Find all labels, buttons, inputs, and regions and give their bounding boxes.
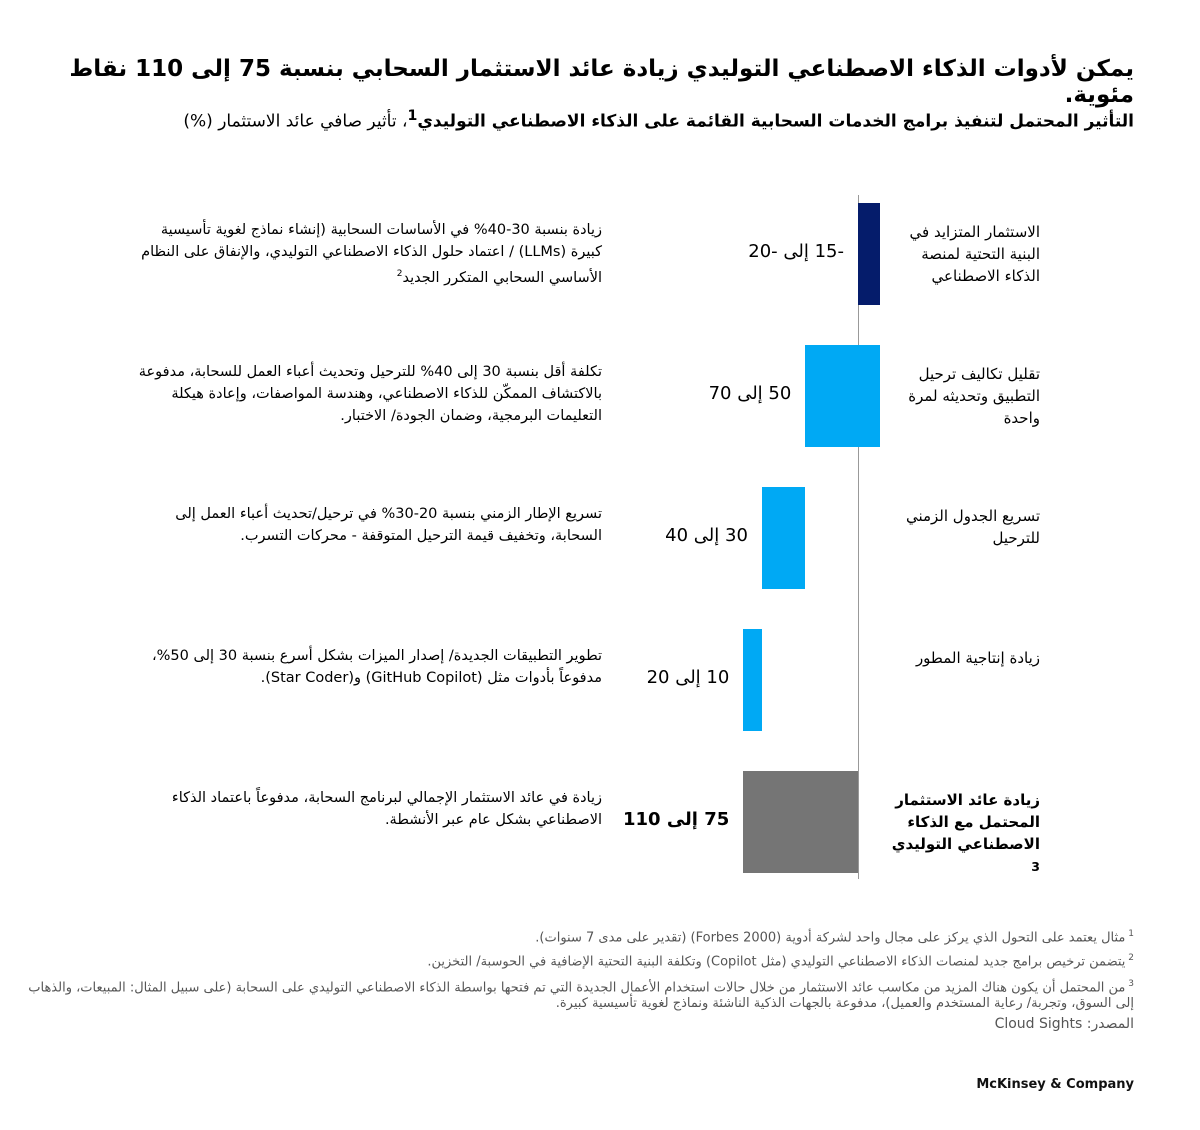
description-text: تطوير التطبيقات الجديدة/ إصدار الميزات ب… — [151, 648, 602, 686]
subtitle-footnote-ref: 1 — [407, 108, 418, 124]
category-text: الاستثمار المتزايد في البنية التحتية لمن… — [909, 223, 1040, 285]
category-label-3: تسريع الجدول الزمني للترحيل — [890, 505, 1040, 549]
description-footnote-ref: 2 — [396, 269, 403, 279]
category-text: زيادة إنتاجية المطور — [915, 649, 1040, 667]
bar-4 — [743, 629, 762, 731]
footnote-2: 2 يتضمن ترخيص برامج جديد لمنصات الذكاء ا… — [24, 950, 1134, 970]
footnote-text: من المحتمل أن يكون هناك المزيد من مكاسب … — [28, 980, 1134, 1012]
source-note: المصدر: Cloud Sights — [994, 1016, 1134, 1032]
description-5: زيادة في عائد الاستثمار الإجمالي لبرنامج… — [132, 787, 602, 831]
description-text: زيادة في عائد الاستثمار الإجمالي لبرنامج… — [171, 790, 602, 828]
description-text: تسريع الإطار الزمني بنسبة 20-30% في ترحي… — [175, 506, 602, 544]
footnote-number: 3 — [1125, 979, 1134, 989]
value-label-3: 30 إلى 40 — [665, 525, 748, 546]
description-text: زيادة بنسبة 30-40% في الأساسات السحابية … — [141, 222, 602, 286]
value-label-5: 75 إلى 110 — [622, 809, 730, 830]
category-text: تقليل تكاليف ترحيل التطبيق وتحديثه لمرة … — [908, 365, 1040, 427]
bar-5 — [743, 771, 858, 873]
description-4: تطوير التطبيقات الجديدة/ إصدار الميزات ب… — [132, 645, 602, 689]
chart-subtitle: التأثير المحتمل لتنفيذ برامج الخدمات الس… — [34, 108, 1134, 132]
category-text: تسريع الجدول الزمني للترحيل — [905, 507, 1040, 547]
category-footnote-ref: 3 — [1031, 859, 1040, 874]
description-3: تسريع الإطار الزمني بنسبة 20-30% في ترحي… — [132, 503, 602, 547]
subtitle-unit: ، تأثير صافي عائد الاستثمار (%) — [183, 111, 408, 132]
footnote-3: 3 من المحتمل أن يكون هناك المزيد من مكاس… — [24, 976, 1134, 1012]
mckinsey-logo: McKinsey & Company — [976, 1077, 1134, 1092]
footnote-text: مثال يعتمد على التحول الذي يركز على مجال… — [535, 930, 1126, 946]
description-2: تكلفة أقل بنسبة 30 إلى 40% للترحيل وتحدي… — [132, 361, 602, 427]
footnote-number: 2 — [1125, 953, 1134, 963]
footnote-1: 1 مثال يعتمد على التحول الذي يركز على مج… — [24, 926, 1134, 946]
bar-1 — [858, 203, 880, 305]
footnote-number: 1 — [1125, 929, 1134, 939]
category-label-4: زيادة إنتاجية المطور — [890, 647, 1040, 669]
description-text: تكلفة أقل بنسبة 30 إلى 40% للترحيل وتحدي… — [138, 364, 602, 424]
bar-3 — [761, 487, 806, 589]
value-label-4: 10 إلى 20 — [646, 667, 730, 688]
subtitle-main: التأثير المحتمل لتنفيذ برامج الخدمات الس… — [417, 111, 1134, 132]
zero-axis-line — [858, 195, 859, 879]
page-title: يمكن لأدوات الذكاء الاصطناعي التوليدي زي… — [69, 56, 1134, 108]
category-label-1: الاستثمار المتزايد في البنية التحتية لمن… — [890, 221, 1040, 287]
footnote-text: يتضمن ترخيص برامج جديد لمنصات الذكاء الا… — [427, 954, 1126, 970]
value-label-1: -15 إلى -20 — [748, 241, 844, 262]
category-label-5: زيادة عائد الاستثمار المحتمل مع الذكاء ا… — [890, 789, 1040, 883]
category-label-2: تقليل تكاليف ترحيل التطبيق وتحديثه لمرة … — [890, 363, 1040, 429]
value-label-2: 50 إلى 70 — [708, 383, 792, 404]
bar-2 — [805, 345, 880, 447]
description-1: زيادة بنسبة 30-40% في الأساسات السحابية … — [132, 219, 602, 289]
category-text: زيادة عائد الاستثمار المحتمل مع الذكاء ا… — [891, 791, 1040, 853]
